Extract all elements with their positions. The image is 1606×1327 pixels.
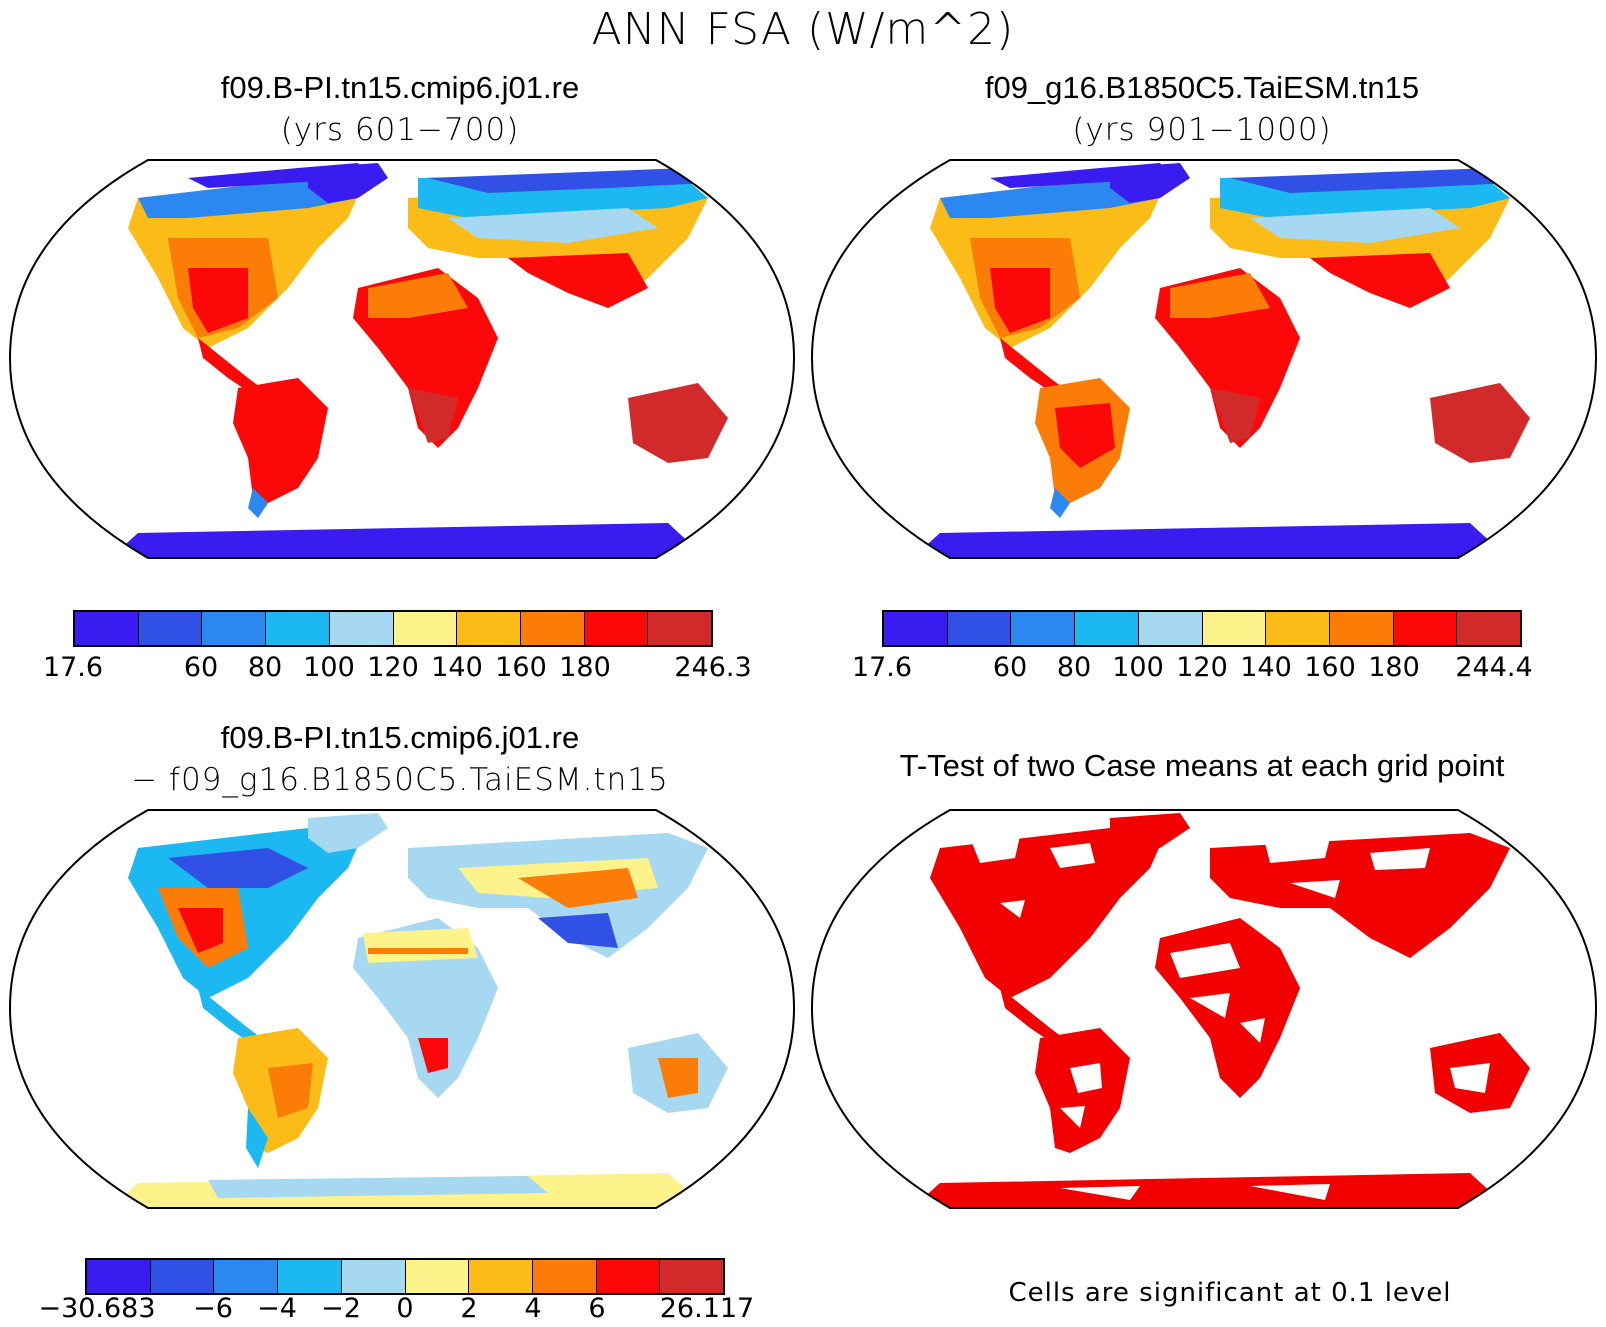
tick-label: −4 xyxy=(257,1293,297,1324)
colorbar-segment xyxy=(329,612,394,645)
tick-label: 17.6 xyxy=(42,652,104,683)
tick-label: 246.3 xyxy=(674,652,752,683)
tick-label: 2 xyxy=(460,1293,478,1324)
colorbar-segment xyxy=(87,1260,151,1293)
tick-label: 140 xyxy=(431,652,483,683)
panel-3-colorbar-ticks: −30.683 −6 −4 −2 0 2 4 6 26.117 xyxy=(38,1293,754,1327)
panel-1-colorbar-ticks: 17.6 60 80 100 120 140 160 180 246.3 xyxy=(43,652,752,686)
colorbar-segment xyxy=(138,612,203,645)
tick-label: −2 xyxy=(321,1293,361,1324)
colorbar-segment xyxy=(75,612,139,645)
panel-4-title: T-Test of two Case means at each grid po… xyxy=(899,748,1505,783)
panel-1-colorbar xyxy=(73,610,713,647)
tick-label: 60 xyxy=(183,652,219,683)
panel-3-title: f09.B-PI.tn15.cmip6.j01.re xyxy=(220,720,580,755)
panel-2-subtitle: (yrs 901−1000) xyxy=(1072,112,1332,148)
colorbar-segment xyxy=(1393,612,1458,645)
tick-label: 140 xyxy=(1240,652,1292,683)
tick-label: 180 xyxy=(1368,652,1420,683)
panel-2-title: f09_g16.B1850C5.TaiESM.tn15 xyxy=(984,70,1420,105)
panel-2-colorbar xyxy=(882,610,1522,647)
colorbar-segment xyxy=(1011,612,1076,645)
colorbar-segment xyxy=(214,1260,279,1293)
colorbar-segment xyxy=(278,1260,342,1293)
colorbar-segment xyxy=(469,1260,533,1293)
colorbar-segment xyxy=(648,612,712,645)
panel-2-map xyxy=(810,158,1598,560)
tick-label: 160 xyxy=(1304,652,1356,683)
tick-label: 160 xyxy=(495,652,547,683)
colorbar-segment xyxy=(1202,612,1267,645)
colorbar-segment xyxy=(1266,612,1330,645)
colorbar-segment xyxy=(520,612,585,645)
tick-label: 80 xyxy=(247,652,283,683)
tick-label: 100 xyxy=(303,652,355,683)
panel-1-title: f09.B-PI.tn15.cmip6.j01.re xyxy=(220,70,580,105)
colorbar-segment xyxy=(947,612,1012,645)
colorbar-segment xyxy=(1138,612,1203,645)
tick-label: 80 xyxy=(1056,652,1092,683)
tick-label: 120 xyxy=(1176,652,1228,683)
panel-4-map xyxy=(810,808,1598,1210)
colorbar-segment xyxy=(1075,612,1139,645)
colorbar-segment xyxy=(884,612,948,645)
panel-1-map xyxy=(8,158,796,560)
colorbar-segment xyxy=(1457,612,1521,645)
colorbar-segment xyxy=(532,1260,597,1293)
panel-3-colorbar xyxy=(85,1258,725,1295)
tick-label: 17.6 xyxy=(851,652,913,683)
tick-label: 4 xyxy=(524,1293,542,1324)
tick-label: 120 xyxy=(367,652,419,683)
tick-label: −30.683 xyxy=(38,1293,156,1324)
colorbar-segment xyxy=(150,1260,215,1293)
colorbar-segment xyxy=(405,1260,470,1293)
colorbar-segment xyxy=(660,1260,724,1293)
tick-label: 0 xyxy=(396,1293,414,1324)
panel-3-subtitle: − f09_g16.B1850C5.TaiESM.tn15 xyxy=(131,762,669,798)
colorbar-segment xyxy=(266,612,330,645)
colorbar-segment xyxy=(584,612,649,645)
tick-label: −6 xyxy=(193,1293,233,1324)
colorbar-segment xyxy=(202,612,267,645)
tick-label: 180 xyxy=(559,652,611,683)
panel-3-map xyxy=(8,808,796,1210)
colorbar-segment xyxy=(596,1260,661,1293)
main-title: ANN FSA (W/m^2) xyxy=(591,4,1015,55)
colorbar-segment xyxy=(393,612,458,645)
tick-label: 244.4 xyxy=(1455,652,1533,683)
panel-1-subtitle: (yrs 601−700) xyxy=(280,112,520,148)
colorbar-segment xyxy=(341,1260,406,1293)
tick-label: 6 xyxy=(588,1293,606,1324)
panel-4-footnote: Cells are significant at 0.1 level xyxy=(1008,1278,1452,1308)
colorbar-segment xyxy=(457,612,521,645)
panel-2-colorbar-ticks: 17.6 60 80 100 120 140 160 180 244.4 xyxy=(852,652,1533,686)
tick-label: 26.117 xyxy=(659,1293,755,1324)
tick-label: 100 xyxy=(1112,652,1164,683)
tick-label: 60 xyxy=(992,652,1028,683)
colorbar-segment xyxy=(1329,612,1394,645)
